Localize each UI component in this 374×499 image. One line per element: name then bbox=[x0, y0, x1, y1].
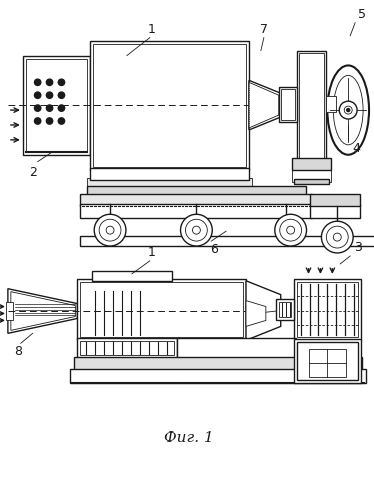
Bar bbox=[80, 236, 374, 246]
Bar bbox=[74, 357, 362, 370]
Circle shape bbox=[181, 214, 212, 246]
Circle shape bbox=[46, 105, 53, 111]
Bar bbox=[6, 301, 13, 320]
Text: 3: 3 bbox=[354, 241, 362, 254]
Circle shape bbox=[58, 105, 65, 111]
Circle shape bbox=[58, 92, 65, 98]
Circle shape bbox=[46, 79, 53, 85]
Text: 4: 4 bbox=[352, 142, 360, 155]
Circle shape bbox=[193, 226, 200, 234]
Bar bbox=[80, 195, 313, 207]
Polygon shape bbox=[246, 300, 266, 326]
Polygon shape bbox=[249, 80, 281, 130]
Text: 1: 1 bbox=[148, 246, 156, 259]
Bar bbox=[77, 338, 177, 358]
Bar bbox=[327, 96, 336, 112]
Bar bbox=[87, 186, 306, 196]
Bar bbox=[297, 282, 358, 337]
Bar bbox=[292, 168, 331, 182]
Polygon shape bbox=[8, 289, 77, 333]
Circle shape bbox=[321, 221, 353, 253]
Circle shape bbox=[106, 226, 114, 234]
Bar bbox=[292, 158, 331, 170]
Bar bbox=[298, 52, 324, 158]
Bar bbox=[77, 279, 246, 340]
Bar bbox=[90, 40, 249, 170]
Text: 5: 5 bbox=[358, 8, 366, 21]
Bar bbox=[310, 205, 360, 218]
Bar bbox=[279, 301, 291, 317]
Bar bbox=[276, 298, 294, 320]
Bar bbox=[90, 168, 249, 180]
Circle shape bbox=[58, 79, 65, 85]
Bar bbox=[279, 87, 297, 122]
Bar bbox=[294, 279, 361, 340]
Circle shape bbox=[58, 118, 65, 124]
Circle shape bbox=[34, 79, 41, 85]
Bar bbox=[23, 55, 90, 155]
Circle shape bbox=[46, 92, 53, 98]
Bar bbox=[80, 205, 313, 218]
Circle shape bbox=[333, 233, 341, 241]
Bar bbox=[93, 43, 246, 167]
Text: 2: 2 bbox=[29, 166, 37, 179]
Circle shape bbox=[46, 118, 53, 124]
Bar bbox=[26, 58, 87, 152]
Bar bbox=[294, 179, 329, 184]
Circle shape bbox=[287, 226, 295, 234]
Polygon shape bbox=[11, 292, 75, 330]
Bar bbox=[309, 349, 346, 377]
Circle shape bbox=[94, 214, 126, 246]
Bar bbox=[70, 369, 366, 383]
Bar bbox=[297, 50, 327, 160]
Bar bbox=[87, 178, 252, 188]
Bar bbox=[294, 339, 361, 383]
Ellipse shape bbox=[333, 75, 363, 145]
Circle shape bbox=[280, 219, 301, 241]
Circle shape bbox=[344, 106, 352, 114]
Text: 1: 1 bbox=[148, 22, 156, 36]
Polygon shape bbox=[246, 281, 281, 340]
Circle shape bbox=[275, 214, 307, 246]
Text: 7: 7 bbox=[260, 22, 268, 36]
Bar bbox=[281, 89, 295, 120]
Polygon shape bbox=[249, 82, 279, 128]
Circle shape bbox=[34, 105, 41, 111]
Circle shape bbox=[34, 92, 41, 98]
Circle shape bbox=[186, 219, 207, 241]
Bar bbox=[177, 338, 295, 358]
Text: 8: 8 bbox=[14, 345, 22, 358]
Bar bbox=[310, 195, 360, 207]
Circle shape bbox=[34, 118, 41, 124]
Ellipse shape bbox=[327, 65, 369, 155]
Circle shape bbox=[327, 226, 348, 248]
Circle shape bbox=[99, 219, 121, 241]
Bar bbox=[92, 271, 172, 281]
Circle shape bbox=[339, 101, 357, 119]
Bar bbox=[80, 341, 174, 355]
Text: Фиг. 1: Фиг. 1 bbox=[163, 431, 213, 445]
Bar bbox=[80, 282, 243, 337]
Text: 6: 6 bbox=[210, 243, 218, 256]
Circle shape bbox=[347, 109, 350, 112]
Bar bbox=[297, 342, 358, 380]
